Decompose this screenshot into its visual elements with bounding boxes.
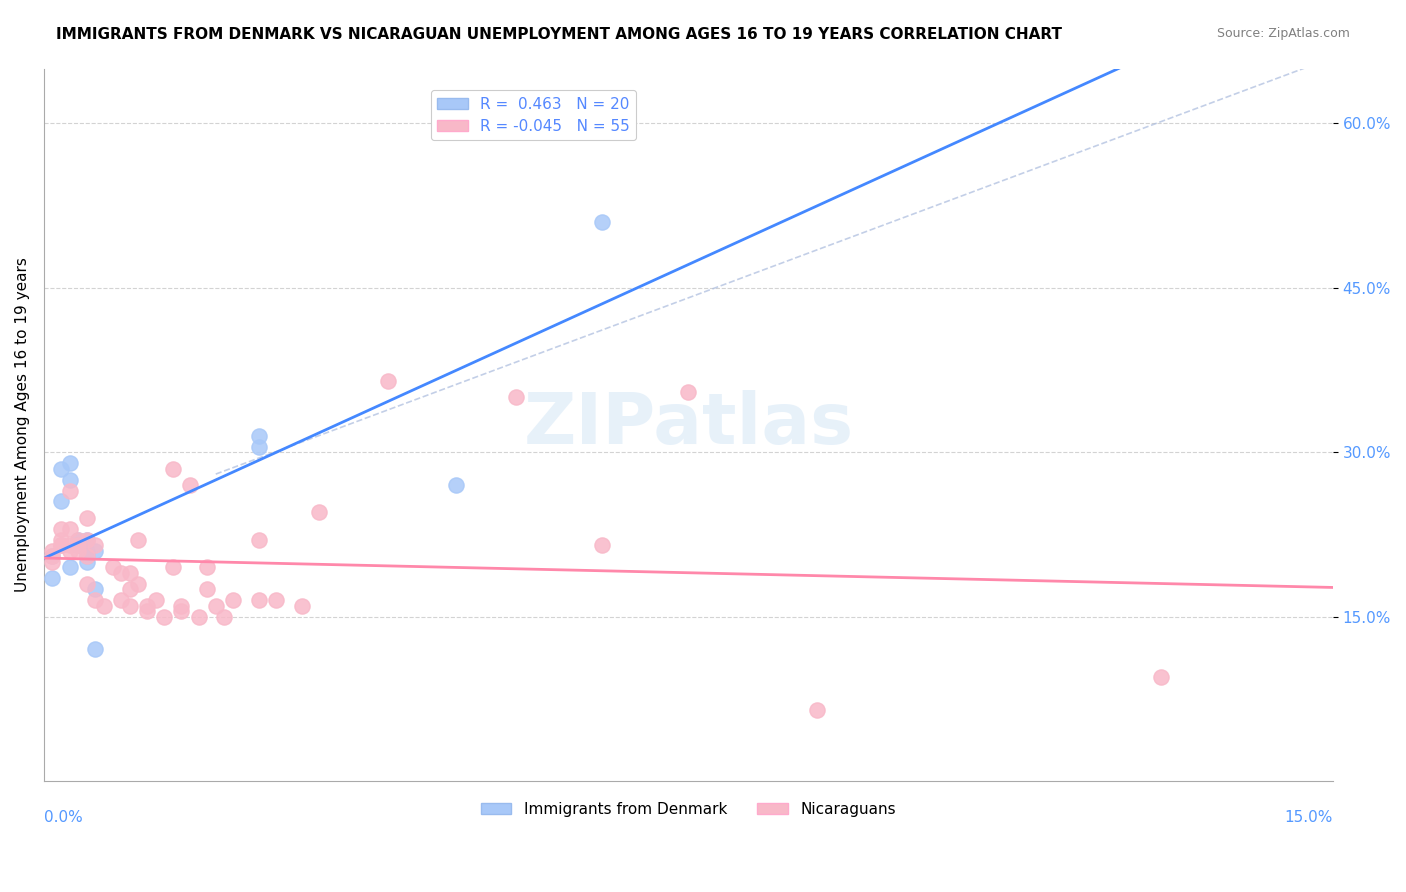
Point — [41, 549, 63, 564]
Point — [59, 522, 82, 536]
Point — [195, 582, 218, 597]
Point — [59, 483, 82, 498]
Point — [76, 533, 98, 547]
Point — [136, 604, 159, 618]
Point — [170, 604, 193, 618]
Point — [118, 582, 141, 597]
Point — [195, 560, 218, 574]
Point — [214, 609, 236, 624]
Text: ZIPatlas: ZIPatlas — [523, 391, 853, 459]
Text: Source: ZipAtlas.com: Source: ZipAtlas.com — [1216, 27, 1350, 40]
Point — [59, 560, 82, 574]
Point — [204, 599, 226, 613]
Point — [247, 593, 270, 607]
Point — [162, 560, 184, 574]
Point — [41, 549, 63, 564]
Point — [76, 549, 98, 564]
Point — [76, 544, 98, 558]
Point — [170, 599, 193, 613]
Point — [505, 390, 527, 404]
Point — [76, 533, 98, 547]
Point — [49, 538, 72, 552]
Point — [806, 703, 828, 717]
Point — [446, 478, 468, 492]
Point — [162, 461, 184, 475]
Point — [41, 555, 63, 569]
Legend: Immigrants from Denmark, Nicaraguans: Immigrants from Denmark, Nicaraguans — [475, 796, 903, 823]
Point — [110, 593, 132, 607]
Point — [591, 215, 613, 229]
Point — [76, 511, 98, 525]
Point — [187, 609, 209, 624]
Point — [153, 609, 176, 624]
Point — [59, 456, 82, 470]
Point — [264, 593, 287, 607]
Point — [76, 555, 98, 569]
Point — [377, 374, 399, 388]
Point — [110, 566, 132, 580]
Point — [179, 478, 201, 492]
Point — [591, 538, 613, 552]
Point — [67, 538, 90, 552]
Point — [1150, 670, 1173, 684]
Point — [49, 461, 72, 475]
Y-axis label: Unemployment Among Ages 16 to 19 years: Unemployment Among Ages 16 to 19 years — [15, 257, 30, 592]
Point — [222, 593, 245, 607]
Point — [84, 593, 107, 607]
Point — [93, 599, 115, 613]
Point — [118, 566, 141, 580]
Point — [136, 599, 159, 613]
Point — [247, 440, 270, 454]
Point — [145, 593, 167, 607]
Point — [67, 533, 90, 547]
Point — [84, 642, 107, 657]
Point — [49, 522, 72, 536]
Point — [49, 494, 72, 508]
Point — [49, 538, 72, 552]
Point — [67, 538, 90, 552]
Point — [59, 538, 82, 552]
Point — [84, 544, 107, 558]
Text: IMMIGRANTS FROM DENMARK VS NICARAGUAN UNEMPLOYMENT AMONG AGES 16 TO 19 YEARS COR: IMMIGRANTS FROM DENMARK VS NICARAGUAN UN… — [56, 27, 1063, 42]
Point — [59, 473, 82, 487]
Point — [76, 549, 98, 564]
Point — [67, 544, 90, 558]
Point — [59, 544, 82, 558]
Point — [308, 505, 330, 519]
Text: 0.0%: 0.0% — [44, 810, 83, 824]
Point — [127, 576, 149, 591]
Point — [291, 599, 314, 613]
Point — [247, 533, 270, 547]
Point — [76, 576, 98, 591]
Text: 15.0%: 15.0% — [1285, 810, 1333, 824]
Point — [127, 533, 149, 547]
Point — [41, 544, 63, 558]
Point — [678, 384, 700, 399]
Point — [84, 538, 107, 552]
Point — [67, 533, 90, 547]
Point — [49, 533, 72, 547]
Point — [41, 571, 63, 585]
Point — [247, 428, 270, 442]
Point — [84, 582, 107, 597]
Point — [101, 560, 124, 574]
Point — [118, 599, 141, 613]
